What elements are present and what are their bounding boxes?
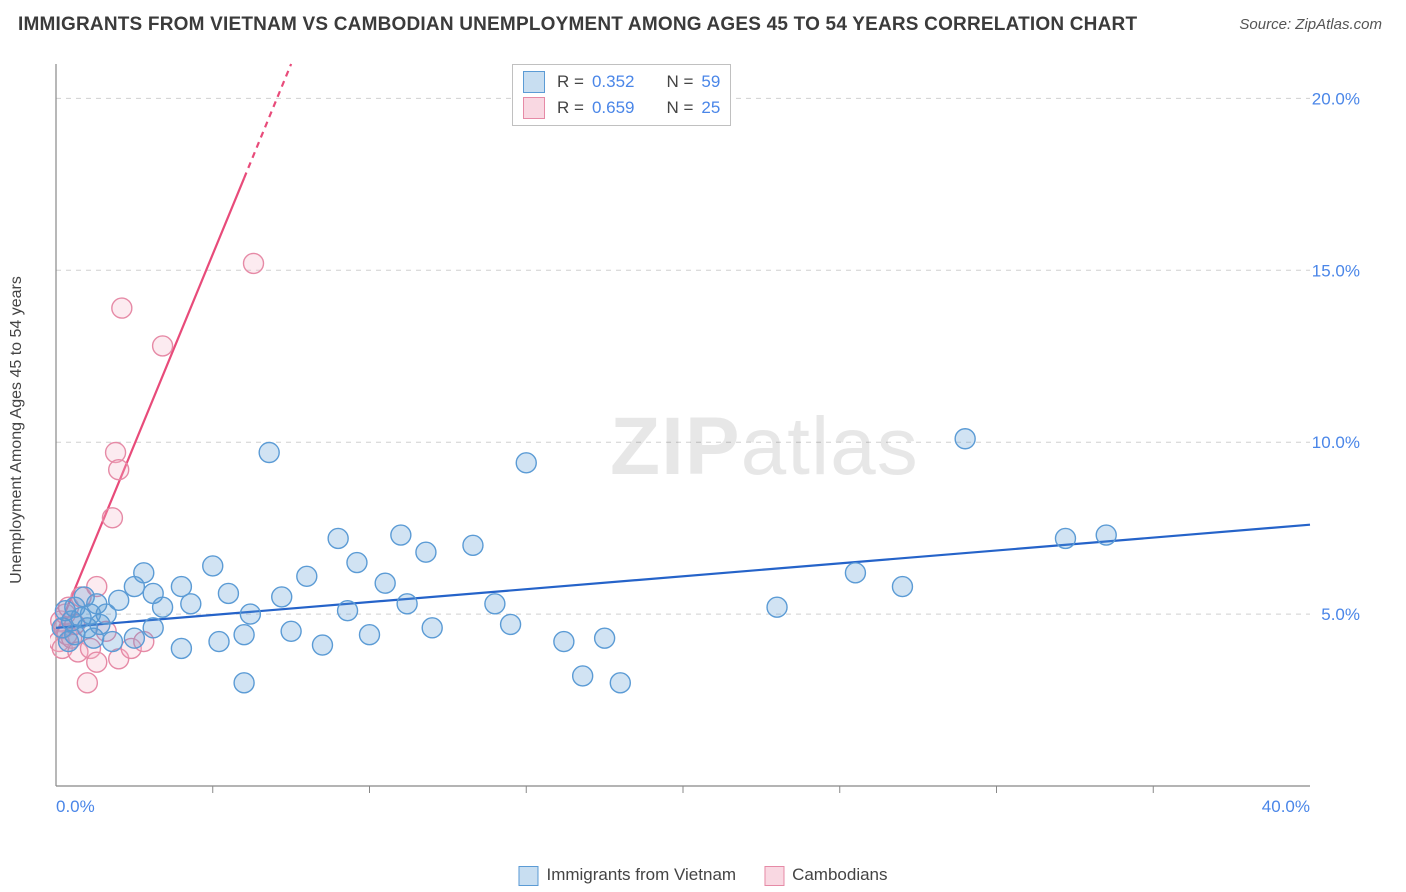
r-value-vietnam: 0.352	[592, 72, 635, 92]
r-label: R =	[557, 72, 584, 92]
svg-text:5.0%: 5.0%	[1321, 605, 1360, 624]
correlation-legend-row-cambodian: R = 0.659 N = 25	[523, 95, 720, 121]
swatch-vietnam	[518, 866, 538, 886]
source-attribution: Source: ZipAtlas.com	[1239, 16, 1382, 33]
y-axis-label: Unemployment Among Ages 45 to 54 years	[8, 276, 26, 584]
svg-text:20.0%: 20.0%	[1312, 89, 1360, 108]
svg-text:40.0%: 40.0%	[1262, 797, 1310, 816]
legend-item-cambodian: Cambodians	[764, 865, 887, 886]
correlation-legend-row-vietnam: R = 0.352 N = 59	[523, 69, 720, 95]
chart-container: IMMIGRANTS FROM VIETNAM VS CAMBODIAN UNE…	[0, 0, 1406, 892]
legend-label-vietnam: Immigrants from Vietnam	[546, 865, 736, 884]
swatch-cambodian	[523, 97, 545, 119]
svg-text:10.0%: 10.0%	[1312, 433, 1360, 452]
svg-text:0.0%: 0.0%	[56, 797, 95, 816]
r-value-cambodian: 0.659	[592, 98, 635, 118]
r-label: R =	[557, 98, 584, 118]
n-value-cambodian: 25	[701, 98, 720, 118]
swatch-vietnam	[523, 71, 545, 93]
swatch-cambodian	[764, 866, 784, 886]
chart-title: IMMIGRANTS FROM VIETNAM VS CAMBODIAN UNE…	[18, 14, 1137, 36]
plot-area: 5.0% 10.0% 15.0% 20.0% 0.0% 40.0% R = 0.352 N…	[50, 60, 1370, 820]
n-value-vietnam: 59	[701, 72, 720, 92]
series-legend: Immigrants from Vietnam Cambodians	[518, 865, 887, 886]
y-axis-label-container: Unemployment Among Ages 45 to 54 years	[8, 122, 26, 430]
legend-label-cambodian: Cambodians	[792, 865, 887, 884]
scatter-svg: 5.0% 10.0% 15.0% 20.0% 0.0% 40.0%	[50, 60, 1370, 820]
n-label: N =	[666, 72, 693, 92]
svg-text:15.0%: 15.0%	[1312, 261, 1360, 280]
legend-item-vietnam: Immigrants from Vietnam	[518, 865, 736, 886]
n-label: N =	[666, 98, 693, 118]
source-value: ZipAtlas.com	[1295, 16, 1382, 33]
correlation-legend: R = 0.352 N = 59 R = 0.659 N = 25	[512, 64, 731, 126]
source-label: Source:	[1239, 16, 1291, 33]
